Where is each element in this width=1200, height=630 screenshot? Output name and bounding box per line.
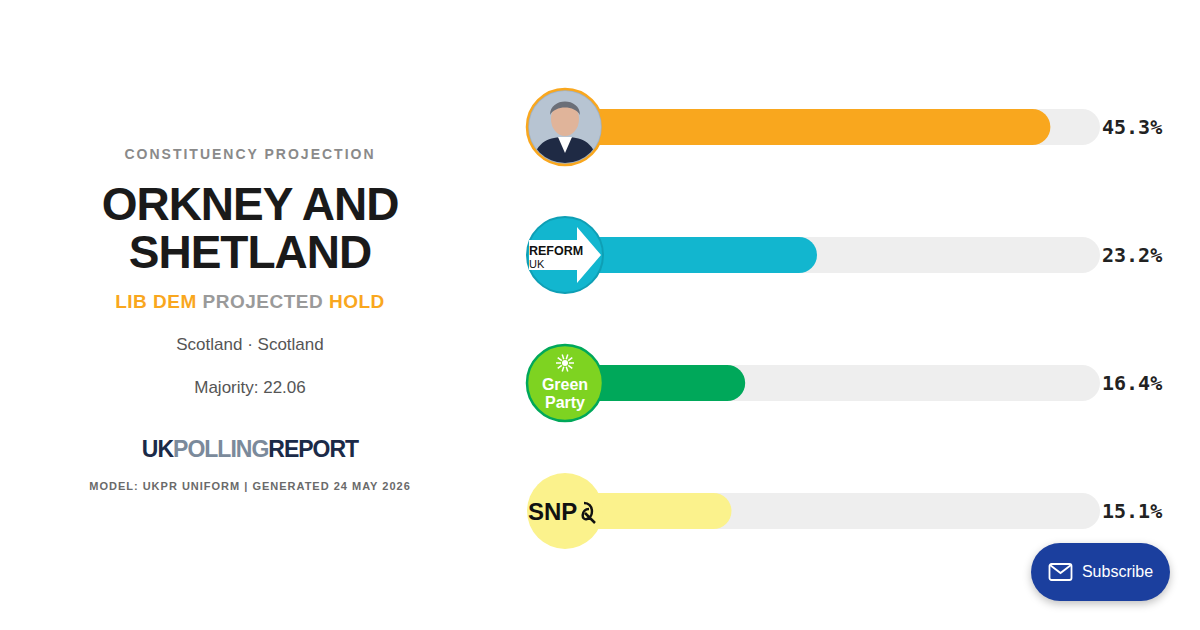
icon-symbol [583, 503, 595, 523]
track [554, 237, 1100, 273]
party-icon: REFORMUK [527, 217, 603, 293]
icon-petal [558, 365, 562, 368]
data-labels: 45.3% 23.2% 16.4% 15.1% [1102, 115, 1162, 523]
icon-arrow [529, 227, 601, 283]
icon-petal [556, 362, 561, 364]
photo-hair [550, 102, 580, 116]
party-icon [527, 89, 603, 167]
subscribe-button[interactable]: Subscribe [1031, 543, 1170, 601]
category-label: GreenParty [542, 376, 588, 411]
photo-suit [531, 137, 599, 167]
icon-petal [569, 362, 574, 364]
icon-sun [562, 360, 568, 366]
majority-value: 22.06 [263, 378, 306, 397]
category-icons: REFORMUK GreenParty SNP [527, 89, 603, 549]
bars [554, 109, 1050, 529]
icon-circle [527, 473, 603, 549]
envelope-flap [1050, 565, 1071, 573]
envelope-body [1049, 564, 1071, 580]
icon-petal [566, 367, 568, 372]
subscribe-label[interactable]: Subscribe [1082, 563, 1153, 581]
tracks [554, 109, 1100, 529]
brand-logo-part: REPORT [268, 436, 358, 462]
title: ORKNEY AND SHETLAND [70, 180, 430, 276]
data-label: 16.4% [1102, 371, 1162, 395]
brand-logo-part: UK [142, 436, 173, 462]
data-label: 15.1% [1102, 499, 1162, 523]
photo-shirt [558, 137, 572, 153]
brand-logo-part: POLLING [173, 436, 268, 462]
data-label: 23.2% [1102, 243, 1162, 267]
icon-petal [566, 354, 568, 359]
result: HOLD [329, 291, 385, 312]
icon-circle [527, 345, 603, 421]
subscribe-icon [1048, 562, 1074, 582]
photo-face [551, 102, 579, 136]
icon-petal [568, 365, 572, 368]
brand-logo: UKPOLLINGREPORT [70, 436, 430, 463]
icon-petal [562, 354, 564, 359]
footer: MODEL: UKPR UNIFORM | GENERATED 24 MAY 2… [70, 480, 430, 492]
party-icon: GreenParty [527, 345, 603, 421]
track [554, 493, 1100, 529]
party: LIB DEM [115, 291, 197, 312]
icon-petal [568, 358, 572, 361]
majority: Majority: 22.06 [70, 378, 430, 398]
icon-circle [527, 217, 603, 293]
category-label: SNP [528, 498, 577, 525]
track [554, 365, 1100, 401]
track [554, 109, 1100, 145]
icon-petal [558, 358, 562, 361]
party-icon: SNP [527, 473, 603, 549]
data-label: 45.3% [1102, 115, 1162, 139]
region: Scotland · Scotland [70, 335, 430, 355]
kicker: CONSTITUENCY PROJECTION [70, 146, 430, 162]
chart: REFORMUK GreenParty SNP 45.3% 23.2% 16.4% 15.1… [0, 0, 1200, 630]
projection-result: LIB DEM PROJECTED HOLD [70, 291, 430, 313]
status: PROJECTED [203, 291, 324, 312]
majority-label: Majority: [194, 378, 258, 397]
bar [554, 109, 1050, 145]
icon-petal [562, 367, 564, 372]
category-label: REFORMUK [529, 244, 583, 270]
